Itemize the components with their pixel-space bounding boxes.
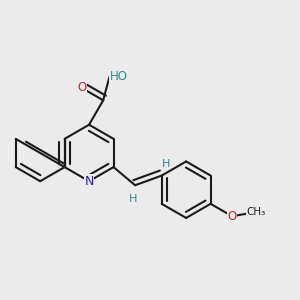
Text: HO: HO (110, 70, 128, 83)
Text: H: H (129, 194, 137, 204)
Text: O: O (227, 210, 237, 223)
Text: O: O (77, 81, 86, 94)
Text: N: N (84, 175, 94, 188)
Text: CH₃: CH₃ (246, 207, 266, 217)
Text: H: H (162, 159, 170, 169)
